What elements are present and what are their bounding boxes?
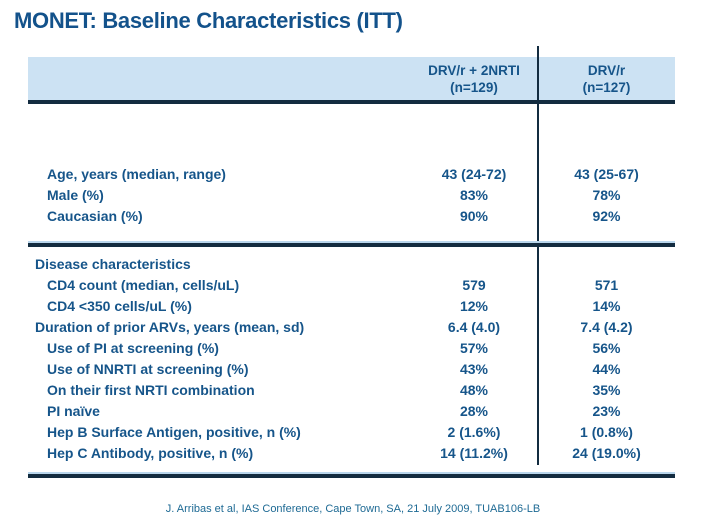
row-value-col2: 23% xyxy=(592,403,621,419)
row-value-col1: 48% xyxy=(459,382,489,398)
table-row: Use of PI at screening (%) 57% 56% xyxy=(28,338,675,359)
row-value-col2: 43 (25-67) xyxy=(574,166,639,182)
row-value-col2: 35% xyxy=(592,382,621,398)
row-label: Use of PI at screening (%) xyxy=(47,340,219,356)
column-header-label: DRV/r xyxy=(587,63,626,78)
row-label: CD4 <350 cells/uL (%) xyxy=(47,298,192,314)
row-value-col2: 571 xyxy=(594,277,619,293)
table-bottom-light-line xyxy=(28,472,675,474)
row-label: Hep C Antibody, positive, n (%) xyxy=(47,445,254,461)
table-row: CD4 count (median, cells/uL) 579 571 xyxy=(28,275,675,296)
section-gap xyxy=(28,247,675,254)
row-value-col2: 7.4 (4.2) xyxy=(580,319,633,335)
row-label: Hep B Surface Antigen, positive, n (%) xyxy=(47,424,301,440)
table-row: Age, years (median, range) 43 (24-72) 43… xyxy=(28,164,675,185)
row-label: PI naïve xyxy=(47,403,100,419)
row-value-col2: 92% xyxy=(592,208,621,224)
table-row: CD4 <350 cells/uL (%) 12% 14% xyxy=(28,296,675,317)
table-bottom-dark-line xyxy=(28,474,675,478)
row-value-col2: 1 (0.8%) xyxy=(580,424,633,440)
table-row: Use of NNRTI at screening (%) 43% 44% xyxy=(28,359,675,380)
section-disease-characteristics: Disease characteristics CD4 count (media… xyxy=(28,254,675,464)
row-label: CD4 count (median, cells/uL) xyxy=(47,277,240,293)
column-header-n: (n=127) xyxy=(582,80,631,95)
row-value-col1: 83% xyxy=(459,187,489,203)
section-gap xyxy=(28,227,675,241)
section-gap xyxy=(28,464,675,472)
table-row: Duration of prior ARVs, years (mean, sd)… xyxy=(28,317,675,338)
row-value-col1: 57% xyxy=(459,340,489,356)
column-header-label: DRV/r + 2NRTI xyxy=(428,63,520,78)
citation-footer: J. Arribas et al, IAS Conference, Cape T… xyxy=(165,503,541,515)
section-separator-light xyxy=(28,241,675,243)
row-value-col2: 56% xyxy=(592,340,621,356)
row-label: On their first NRTI combination xyxy=(47,382,255,398)
column-header-n: (n=129) xyxy=(450,80,498,95)
row-value-col1: 579 xyxy=(462,277,486,293)
row-value-col2: 24 (19.0%) xyxy=(572,445,641,461)
row-value-col1: 43 (24-72) xyxy=(441,166,507,182)
row-value-col1: 12% xyxy=(459,298,489,314)
row-label: Caucasian (%) xyxy=(47,208,143,224)
row-value-col1: 2 (1.6%) xyxy=(447,424,501,440)
row-value-col2: 44% xyxy=(592,361,621,377)
row-value-col1: 14 (11.2%) xyxy=(440,445,508,461)
row-value-col2: 78% xyxy=(592,187,621,203)
row-value-col1: 28% xyxy=(459,403,489,419)
column-divider-line xyxy=(537,46,539,465)
table-row: On their first NRTI combination 48% 35% xyxy=(28,380,675,401)
table-row: Hep B Surface Antigen, positive, n (%) 2… xyxy=(28,422,675,443)
row-label: Age, years (median, range) xyxy=(47,166,226,182)
table-row: PI naïve 28% 23% xyxy=(28,401,675,422)
section-separator-dark xyxy=(28,243,675,247)
row-label: Disease characteristics xyxy=(35,256,191,272)
row-label: Use of NNRTI at screening (%) xyxy=(47,361,249,377)
row-label: Male (%) xyxy=(47,187,104,203)
baseline-characteristics-table: DRV/r + 2NRTI (n=129) DRV/r (n=127) Age,… xyxy=(28,46,675,478)
page-title: MONET: Baseline Characteristics (ITT) xyxy=(14,8,403,33)
row-value-col1: 43% xyxy=(459,361,489,377)
table-header-row: DRV/r + 2NRTI (n=129) DRV/r (n=127) xyxy=(28,57,675,104)
table-row: Hep C Antibody, positive, n (%) 14 (11.2… xyxy=(28,443,675,464)
row-value-col1: 90% xyxy=(459,208,489,224)
row-label: Duration of prior ARVs, years (mean, sd) xyxy=(35,319,305,335)
row-value-col1: 6.4 (4.0) xyxy=(447,319,501,335)
table-row: Male (%) 83% 78% xyxy=(28,185,675,206)
column-header-drvr: DRV/r (n=127) xyxy=(538,62,675,96)
row-value-col2: 14% xyxy=(592,298,621,314)
header-body-gap xyxy=(28,104,675,164)
column-header-drvr-2nrti: DRV/r + 2NRTI (n=129) xyxy=(410,62,538,96)
section-demographics: Age, years (median, range) 43 (24-72) 43… xyxy=(28,164,675,227)
table-row-section-title: Disease characteristics xyxy=(28,254,675,275)
table-row: Caucasian (%) 90% 92% xyxy=(28,206,675,227)
